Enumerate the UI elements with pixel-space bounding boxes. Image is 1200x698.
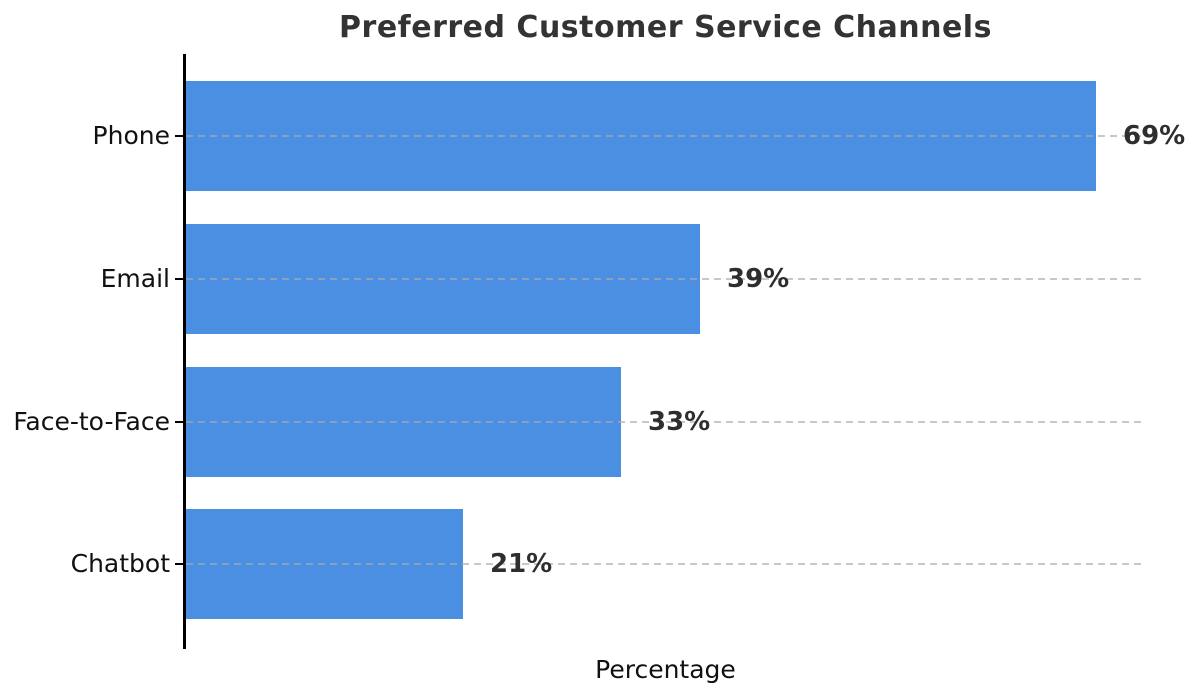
value-label: 33%: [648, 406, 711, 437]
value-label: 39%: [727, 263, 790, 294]
category-label: Chatbot: [70, 549, 170, 578]
category-label: Phone: [92, 121, 170, 150]
y-axis-tick: [175, 563, 183, 565]
gridline: [186, 563, 1145, 565]
y-axis-tick: [175, 420, 183, 423]
y-axis-tick: [175, 135, 183, 137]
chart-title: Preferred Customer Service Channels: [339, 10, 992, 45]
category-label: Face-to-Face: [13, 406, 170, 436]
gridline: [186, 277, 1145, 280]
gridline: [186, 135, 1145, 137]
value-label: 21%: [490, 549, 553, 579]
plot-area: Phone 69% Email 39% Face-to-Face 33% Chatbot 21…: [13, 54, 1185, 649]
y-axis-tick: [175, 277, 183, 280]
value-label: 69%: [1123, 121, 1186, 151]
gridline: [186, 420, 1145, 423]
category-label: Email: [100, 263, 170, 293]
x-axis-label: Percentage: [595, 655, 736, 684]
y-axis-line: [183, 54, 186, 649]
